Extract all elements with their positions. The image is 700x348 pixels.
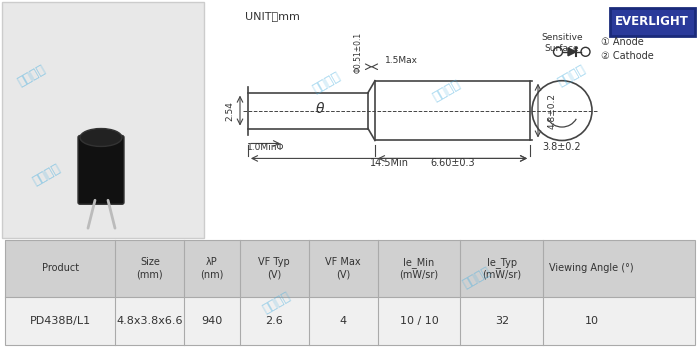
Text: ① Anode: ① Anode (601, 37, 644, 47)
Text: 14.5Min: 14.5Min (370, 158, 409, 168)
Polygon shape (568, 48, 576, 56)
Text: 1.0MinΦ: 1.0MinΦ (247, 143, 285, 152)
Text: 4.8x3.8x6.6: 4.8x3.8x6.6 (117, 316, 183, 326)
FancyBboxPatch shape (78, 135, 124, 204)
Text: Ie_Typ
(mW/sr): Ie_Typ (mW/sr) (482, 257, 522, 279)
Text: θ: θ (316, 102, 324, 116)
Bar (2, 2, 204, 238)
Text: 2.54: 2.54 (225, 101, 234, 120)
Text: 10 / 10: 10 / 10 (400, 316, 438, 326)
Text: ② Cathode: ② Cathode (601, 51, 654, 61)
Text: 超毅电子: 超毅电子 (260, 290, 293, 316)
Ellipse shape (80, 128, 122, 147)
Text: 超毅电子: 超毅电子 (15, 62, 48, 89)
Text: EVERLIGHT: EVERLIGHT (615, 15, 689, 29)
Text: Ie_Min
(mW/sr): Ie_Min (mW/sr) (400, 257, 439, 279)
Text: VF Max
(V): VF Max (V) (326, 258, 361, 279)
Text: 32: 32 (495, 316, 509, 326)
Bar (375, 81, 530, 141)
Text: 超毅电子: 超毅电子 (430, 77, 463, 104)
Text: 4: 4 (340, 316, 346, 326)
Text: 超毅电子: 超毅电子 (310, 69, 342, 96)
Text: Size
(mm): Size (mm) (136, 258, 163, 279)
Text: 3.8±0.2: 3.8±0.2 (542, 142, 581, 152)
Text: Sensitive
Surface: Sensitive Surface (541, 33, 583, 53)
Text: Viewing Angle (°): Viewing Angle (°) (550, 263, 634, 273)
Bar (5, 297, 695, 345)
Bar (5, 240, 695, 297)
Text: 超毅电子: 超毅电子 (460, 264, 493, 291)
Text: 超毅电子: 超毅电子 (555, 62, 587, 89)
Text: UNIT：mm: UNIT：mm (245, 11, 300, 21)
Text: λP
(nm): λP (nm) (200, 258, 224, 279)
Text: 超毅电子: 超毅电子 (30, 162, 62, 188)
Bar (610, 8, 695, 36)
Text: 1.5Max: 1.5Max (385, 56, 418, 65)
Text: PD438B/L1: PD438B/L1 (29, 316, 91, 326)
Text: 6.60±0.3: 6.60±0.3 (430, 158, 475, 168)
Text: 940: 940 (202, 316, 223, 326)
Text: 10: 10 (584, 316, 598, 326)
Text: VF Typ
(V): VF Typ (V) (258, 258, 290, 279)
Text: 4.8±0.2: 4.8±0.2 (548, 93, 557, 129)
Text: Product: Product (41, 263, 79, 273)
Text: Φ0.51±0.1: Φ0.51±0.1 (354, 32, 363, 73)
Text: 2.6: 2.6 (265, 316, 283, 326)
